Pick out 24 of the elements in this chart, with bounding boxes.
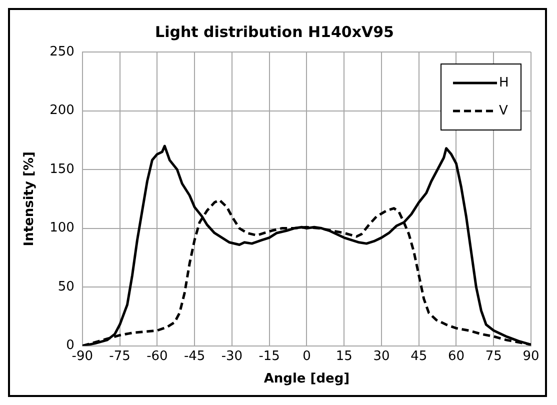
y-tick-label: 150	[50, 162, 74, 177]
legend-label: H	[499, 75, 509, 90]
y-tick-label: 50	[58, 279, 74, 294]
y-tick-label: 0	[66, 338, 74, 354]
y-tick-label: 250	[50, 44, 74, 60]
y-tick-label: 200	[50, 103, 74, 118]
x-tick-label: 75	[485, 348, 502, 364]
x-tick-label: -75	[109, 348, 130, 364]
x-tick-label: 45	[410, 348, 428, 364]
x-tick-label: 60	[448, 348, 465, 364]
x-tick-label: -15	[258, 348, 280, 364]
y-axis-title: Intensity [%]	[22, 152, 38, 246]
x-tick-label: 90	[522, 348, 540, 364]
y-tick-label: 100	[50, 220, 74, 236]
x-tick-label: -60	[146, 348, 168, 364]
x-axis-title: Angle [deg]	[264, 372, 350, 387]
x-tick-label: -90	[72, 348, 94, 364]
x-tick-label: -45	[184, 348, 206, 364]
x-tick-label: -30	[221, 348, 243, 364]
x-tick-label: 30	[373, 348, 390, 364]
chart-title: Light distribution H140xV95	[155, 22, 394, 41]
x-tick-label: 15	[336, 348, 352, 364]
x-tick-label: 0	[302, 348, 311, 364]
legend-label: V	[499, 103, 508, 118]
